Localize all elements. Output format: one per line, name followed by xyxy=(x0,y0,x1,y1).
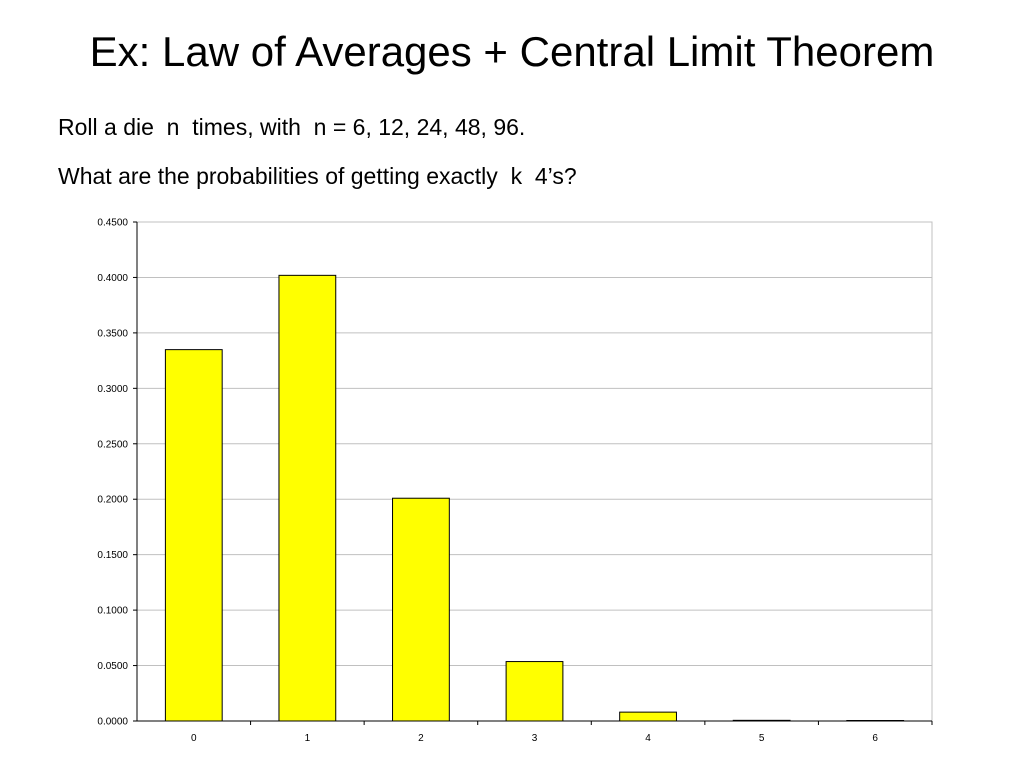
y-tick-label: 0.1000 xyxy=(97,606,128,617)
x-tick-label: 2 xyxy=(418,733,424,744)
y-tick-labels: 0.0000 0.0500 0.1000 0.1500 0.2000 0.2500 0.30… xyxy=(97,218,137,728)
prompt-line-question: What are the probabilities of getting ex… xyxy=(58,163,577,189)
bar-k-1 xyxy=(278,274,337,722)
y-tick-label: 0.3500 xyxy=(97,328,128,339)
x-tick-label: 3 xyxy=(532,733,538,744)
x-tick-label: 1 xyxy=(305,733,311,744)
y-tick-label: 0.4000 xyxy=(97,273,128,284)
y-tick-label: 0.3000 xyxy=(97,384,128,395)
y-tick-label: 0.2000 xyxy=(97,495,128,506)
x-tick-label: 6 xyxy=(872,733,878,744)
y-tick-label: 0.0500 xyxy=(97,661,128,672)
y-tick-label: 0.2500 xyxy=(97,439,128,450)
axes xyxy=(136,222,932,722)
bar-k-4 xyxy=(619,711,677,722)
slide-title: Ex: Law of Averages + Central Limit Theo… xyxy=(89,28,935,75)
bar-k-0 xyxy=(164,349,223,722)
bar-k-3 xyxy=(505,661,564,722)
bar-k-2 xyxy=(392,497,450,722)
plot-area xyxy=(136,221,933,722)
x-tick-label: 5 xyxy=(759,733,765,744)
prompt-line-rolls: Roll a die n times, with n = 6, 12, 24, … xyxy=(58,114,526,140)
x-tick-label: 4 xyxy=(645,733,651,744)
x-tick-labels: 0 1 2 3 4 5 6 xyxy=(191,721,933,744)
y-tick-label: 0.4500 xyxy=(97,218,128,229)
x-tick-label: 0 xyxy=(191,733,197,744)
y-tick-label: 0.0000 xyxy=(97,717,128,728)
gridlines xyxy=(137,221,932,667)
y-tick-label: 0.1500 xyxy=(97,550,128,561)
bars xyxy=(164,274,905,722)
